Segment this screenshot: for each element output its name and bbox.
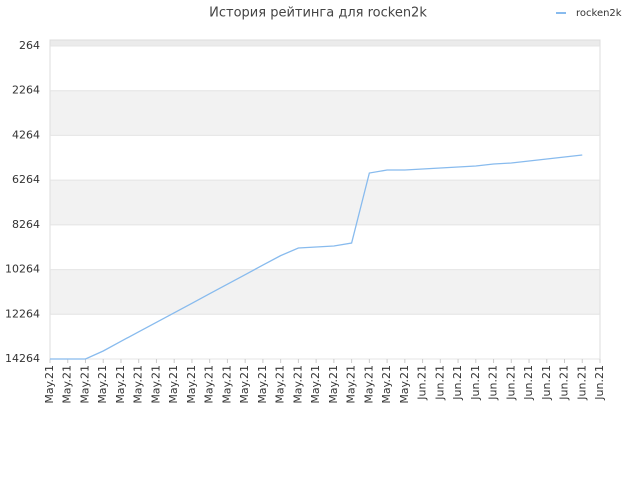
x-tick-label: May.21: [380, 365, 393, 404]
x-tick-label: May.21: [203, 365, 216, 404]
grid-band: [50, 180, 600, 225]
x-tick-label: Jun.21: [593, 365, 606, 401]
series-line: [50, 154, 583, 360]
x-tick-label: Jun.21: [558, 365, 571, 401]
x-tick-label: May.21: [274, 365, 287, 404]
y-tick-label: 12264: [5, 307, 40, 320]
x-tick-label: Jun.21: [451, 365, 464, 401]
grid-band: [50, 90, 600, 136]
x-tick-label: May.21: [398, 365, 411, 404]
x-tick-label: May.21: [185, 365, 198, 404]
x-tick-label: Jun.21: [540, 365, 553, 401]
x-tick-label: May.21: [362, 365, 375, 404]
x-tick-label: May.21: [61, 365, 74, 404]
plot-top-strip: [50, 40, 600, 46]
legend-label: rocken2k: [576, 8, 622, 19]
y-tick-label: 10264: [5, 263, 40, 276]
x-tick-label: Jun.21: [433, 365, 446, 401]
grid-bands: [50, 90, 600, 315]
x-tick-label: May.21: [345, 365, 358, 404]
y-tick-label: 264: [19, 39, 40, 52]
x-tick-label: May.21: [220, 365, 233, 404]
grid-band: [50, 269, 600, 315]
x-tick-label: Jun.21: [469, 365, 482, 401]
x-tick-label: May.21: [291, 365, 304, 404]
y-tick-label: 2264: [12, 84, 40, 97]
x-tick-label: May.21: [78, 365, 91, 404]
x-tick-label: May.21: [96, 365, 109, 404]
y-tick-label: 4264: [12, 128, 40, 141]
x-tick-label: May.21: [149, 365, 162, 404]
x-tick-label: May.21: [327, 365, 340, 404]
x-tick-label: Jun.21: [575, 365, 588, 401]
x-tick-label: May.21: [132, 365, 145, 404]
x-tick-label: Jun.21: [504, 365, 517, 401]
x-tick-label: Jun.21: [487, 365, 500, 401]
x-tick-label: May.21: [114, 365, 127, 404]
x-tick-label: May.21: [309, 365, 322, 404]
x-tick-label: May.21: [167, 365, 180, 404]
y-tick-label: 8264: [12, 218, 40, 231]
x-tick-label: May.21: [43, 365, 56, 404]
chart-title: История рейтинга для rocken2k: [209, 6, 427, 21]
x-tick-label: Jun.21: [416, 365, 429, 401]
x-tick-label: May.21: [238, 365, 251, 404]
y-tick-label: 6264: [12, 173, 40, 186]
x-tick-label: Jun.21: [522, 365, 535, 401]
x-tick-label: May.21: [256, 365, 269, 404]
y-tick-label: 14264: [5, 352, 40, 365]
